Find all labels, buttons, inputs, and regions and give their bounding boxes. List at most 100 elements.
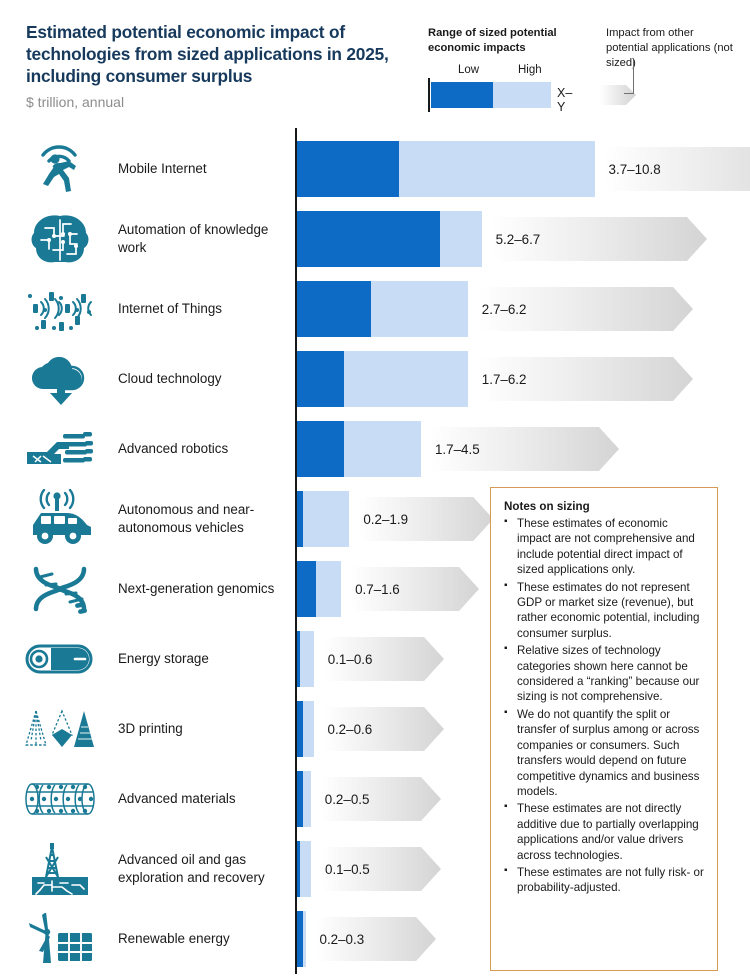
battery-icon — [18, 624, 102, 694]
row-label: Renewable energy — [118, 931, 230, 947]
row-label: Cloud technology — [118, 371, 222, 387]
bar-segment-high — [343, 421, 421, 477]
bar-segment-low — [297, 491, 303, 547]
unsized-impact-chevron-icon — [320, 777, 441, 821]
bar-value-label: 1.7–6.2 — [481, 371, 527, 387]
bar-value-label: 3.7–10.8 — [608, 161, 661, 177]
page-subtitle: $ trillion, annual — [26, 93, 125, 110]
bar-segment-high — [316, 561, 342, 617]
bar-value-label: 0.2–1.9 — [363, 511, 409, 527]
bar-segment-low — [297, 281, 372, 337]
row-label: Energy storage — [118, 651, 209, 667]
row-label: Advanced oil and gas exploration and rec… — [118, 852, 265, 885]
bar-value-label: 0.7–1.6 — [355, 581, 400, 597]
3d-printing-pyramids-icon — [18, 694, 102, 764]
bar-segment-high — [300, 631, 314, 687]
bar-segment-low — [297, 841, 300, 897]
legend-high-swatch — [493, 82, 551, 108]
unsized-impact-chevron-icon — [430, 427, 619, 471]
notes-title: Notes on sizing — [504, 500, 590, 513]
legend-other-impact-label: Impact from other potential applications… — [606, 27, 733, 70]
bar-segment-low — [297, 701, 303, 757]
bar-segment-low — [297, 771, 303, 827]
bar-value-label: 1.7–4.5 — [434, 441, 480, 457]
chart-row: Cloud technology 1.7–6.2 — [0, 344, 750, 414]
bar-segment-high — [302, 771, 311, 827]
unsized-impact-chevron-icon — [315, 917, 436, 961]
legend-leader-horizontal — [624, 93, 634, 95]
chart-rows: Mobile Internet 3.7–10.8 Automation of kn… — [0, 134, 750, 974]
chart-row: Renewable energy 0.2–0.3 — [0, 904, 750, 974]
bar-segment-high — [300, 841, 312, 897]
unsized-impact-chevron-icon — [604, 147, 750, 191]
row-label: Mobile Internet — [118, 161, 207, 177]
bar-value-label: 0.2–0.3 — [319, 931, 365, 947]
bar-value-label: 0.1–0.5 — [325, 861, 370, 877]
chart-row: Automation of knowledge work 5.2–6.7 — [0, 204, 750, 274]
bar-segment-low — [297, 561, 317, 617]
row-label: Autonomous and near-autonomous vehicles — [118, 502, 255, 535]
bar-segment-high — [302, 911, 306, 967]
note-item: We do not quantify the split or transfer… — [504, 706, 705, 799]
legend-low-label: Low — [458, 64, 480, 76]
robotic-hand-icon — [18, 414, 102, 484]
cloud-download-icon — [18, 344, 102, 414]
unsized-impact-chevron-icon — [323, 707, 444, 751]
dna-helix-icon — [18, 554, 102, 624]
walking-person-wifi-icon — [18, 134, 102, 204]
legend-leader-vertical — [633, 60, 635, 94]
note-item: These estimates are not fully risk- or p… — [504, 864, 705, 896]
bar-segment-high — [343, 351, 468, 407]
brain-circuit-icon — [18, 204, 102, 274]
unsized-impact-chevron-icon — [477, 287, 693, 331]
chart-row: Advanced robotics 1.7–4.5 — [0, 414, 750, 484]
chart-axis-line — [295, 128, 298, 974]
legend-xy-label: X–Y — [557, 86, 573, 114]
bar-value-label: 0.2–0.5 — [324, 791, 370, 807]
row-label: Automation of knowledge work — [118, 222, 269, 255]
bar-segment-low — [297, 911, 303, 967]
unsized-impact-chevron-icon — [477, 357, 693, 401]
bar-segment-low — [297, 421, 344, 477]
chart-row: Autonomous and near-autonomous vehicles 0… — [0, 484, 750, 554]
bar-segment-high — [398, 141, 595, 197]
bar-value-label: 5.2–6.7 — [495, 231, 541, 247]
chart-row: Internet of Things 2.7–6.2 — [0, 274, 750, 344]
nanotube-lattice-icon — [18, 764, 102, 834]
unsized-impact-chevron-icon — [323, 637, 444, 681]
page-title: Estimated potential economic impact of t… — [26, 22, 389, 86]
row-label: 3D printing — [118, 721, 183, 737]
note-item: These estimates do not represent GDP or … — [504, 579, 705, 642]
bar-segment-high — [371, 281, 468, 337]
legend-axis-tick — [428, 78, 430, 112]
notes-list: These estimates of economic impact are n… — [504, 515, 705, 896]
legend-range-title: Range of sized potential economic impact… — [428, 27, 557, 54]
note-item: These estimates of economic impact are n… — [504, 515, 705, 578]
unsized-impact-chevron-icon — [321, 847, 442, 891]
self-driving-car-icon — [18, 484, 102, 554]
wind-solar-icon — [18, 904, 102, 974]
bar-value-label: 2.7–6.2 — [481, 301, 527, 317]
legend-high-label: High — [518, 64, 542, 76]
note-item: These estimates are not directly additiv… — [504, 800, 705, 863]
chart-row: Mobile Internet 3.7–10.8 — [0, 134, 750, 204]
row-label: Next-generation genomics — [118, 581, 275, 597]
chart-row: 3D printing 0.2–0.6 — [0, 694, 750, 764]
title-block: Estimated potential economic impact of t… — [26, 22, 416, 110]
chart-row: Energy storage 0.1–0.6 — [0, 624, 750, 694]
unsized-impact-chevron-icon — [359, 497, 494, 541]
bar-value-label: 0.1–0.6 — [327, 651, 373, 667]
bar-segment-low — [297, 141, 399, 197]
row-label: Advanced materials — [118, 791, 236, 807]
chart-row: Advanced oil and gas exploration and rec… — [0, 834, 750, 904]
bar-segment-high — [302, 701, 314, 757]
bar-segment-low — [297, 631, 300, 687]
legend-chevron-icon — [600, 85, 636, 105]
bar-segment-low — [297, 211, 441, 267]
chart-row: Next-generation genomics 0.7–1.6 — [0, 554, 750, 624]
legend: Range of sized potential economic impact… — [428, 26, 738, 114]
row-label: Advanced robotics — [118, 441, 229, 457]
unsized-impact-chevron-icon — [351, 567, 480, 611]
bar-segment-low — [297, 351, 344, 407]
oil-rig-icon — [18, 834, 102, 904]
